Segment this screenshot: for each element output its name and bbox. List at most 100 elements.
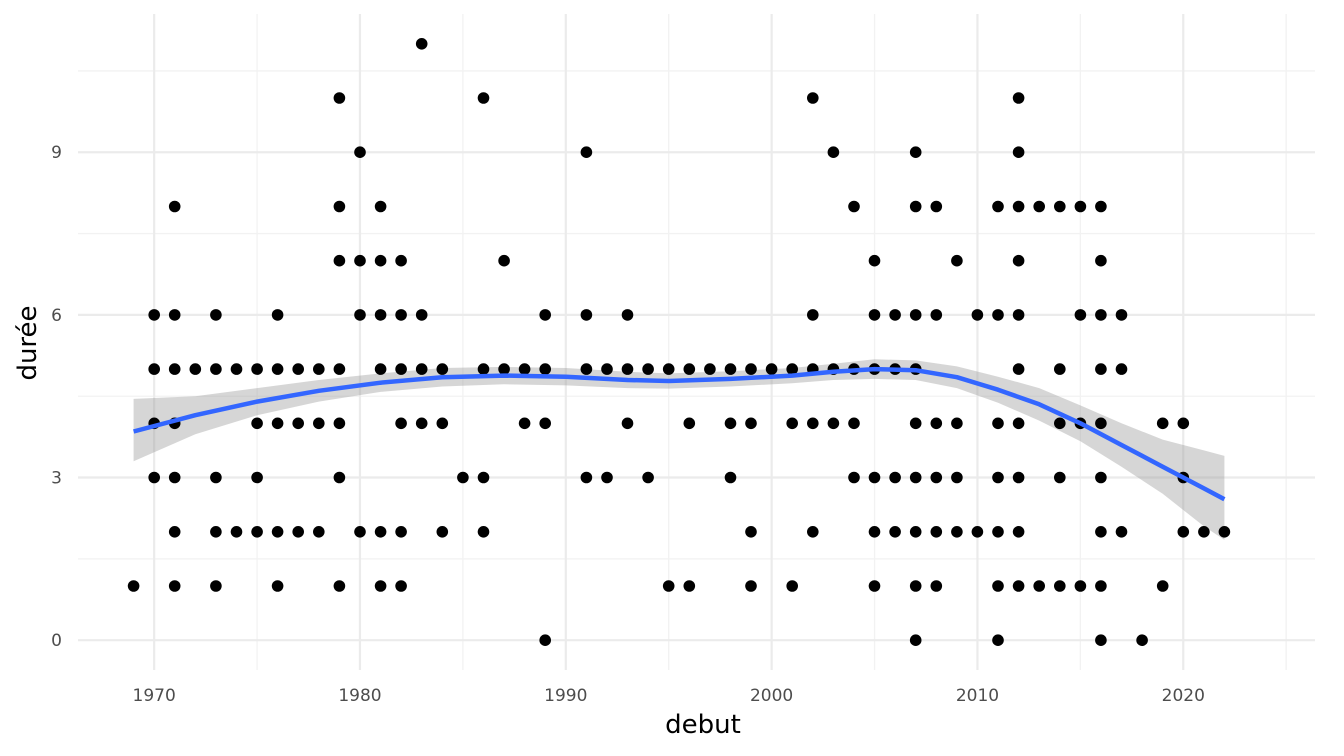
data-point: [992, 580, 1004, 592]
data-point: [168, 580, 181, 592]
data-point: [868, 580, 881, 592]
data-point: [765, 363, 778, 375]
data-point: [889, 471, 901, 484]
data-point: [1115, 309, 1128, 321]
x-axis-title: debut: [665, 710, 741, 740]
y-axis-tick-labels: 0 3 6 9: [51, 143, 62, 651]
data-point: [415, 417, 428, 430]
minor-gridlines: [78, 14, 1315, 670]
data-point: [395, 363, 407, 375]
smooth-line-layer: [133, 366, 1226, 502]
data-point: [909, 471, 922, 484]
data-point: [724, 417, 737, 430]
data-point: [251, 417, 263, 430]
data-point: [1115, 363, 1128, 375]
data-point: [992, 417, 1004, 430]
data-point: [1177, 417, 1190, 430]
confidence-ribbon: [133, 359, 1225, 540]
data-point: [374, 526, 387, 538]
data-point: [662, 363, 675, 375]
data-point: [539, 417, 551, 430]
data-point: [251, 363, 263, 375]
data-point: [909, 309, 922, 321]
data-point: [313, 526, 325, 538]
data-point: [210, 309, 222, 321]
data-point: [189, 363, 202, 375]
data-point: [786, 580, 798, 592]
data-point: [971, 526, 984, 538]
data-point: [436, 417, 449, 430]
x-tick-label: 1970: [133, 686, 176, 706]
data-point: [251, 526, 263, 538]
x-tick-label: 1980: [338, 686, 381, 706]
data-point: [601, 363, 613, 375]
data-point: [539, 363, 551, 375]
data-point: [1012, 471, 1025, 484]
data-point: [498, 254, 510, 267]
data-point: [374, 309, 387, 321]
data-point: [1074, 580, 1087, 592]
data-point: [271, 363, 284, 375]
data-point: [909, 146, 922, 158]
data-point: [436, 363, 449, 375]
data-point: [333, 92, 346, 104]
data-point: [168, 363, 181, 375]
data-point: [148, 471, 160, 484]
data-point: [1095, 526, 1107, 538]
data-point: [1054, 471, 1066, 484]
data-point: [210, 580, 222, 592]
data-point: [333, 254, 346, 267]
data-point: [683, 580, 696, 592]
data-point: [889, 309, 901, 321]
data-point: [909, 634, 922, 646]
data-point: [477, 526, 490, 538]
data-point: [539, 309, 551, 321]
data-point: [168, 471, 181, 484]
data-point: [415, 363, 428, 375]
data-point: [1218, 526, 1231, 538]
data-point: [395, 526, 407, 538]
data-point: [683, 363, 696, 375]
data-point: [148, 309, 160, 321]
data-point: [662, 580, 675, 592]
data-point: [210, 526, 222, 538]
data-point: [518, 363, 531, 375]
data-point: [354, 309, 366, 321]
data-point: [868, 254, 881, 267]
data-point: [1054, 363, 1066, 375]
data-point: [415, 309, 428, 321]
data-point: [1156, 580, 1169, 592]
data-point: [477, 92, 490, 104]
data-point: [930, 580, 943, 592]
data-point: [951, 417, 963, 430]
data-point: [1012, 200, 1025, 213]
data-point: [951, 471, 963, 484]
data-point: [909, 200, 922, 213]
data-point: [642, 471, 654, 484]
data-point: [1095, 471, 1107, 484]
y-tick-label: 3: [51, 469, 62, 489]
data-point: [827, 146, 840, 158]
data-point: [1054, 580, 1066, 592]
data-point: [1054, 417, 1066, 430]
data-point: [621, 363, 634, 375]
data-point: [745, 363, 757, 375]
data-point: [889, 526, 901, 538]
data-point: [354, 526, 366, 538]
data-point: [395, 580, 407, 592]
data-point: [930, 471, 943, 484]
data-point: [354, 254, 366, 267]
data-point: [374, 363, 387, 375]
data-point: [786, 363, 798, 375]
data-point: [271, 580, 284, 592]
data-point: [477, 363, 490, 375]
data-point: [601, 471, 613, 484]
data-point: [210, 363, 222, 375]
data-point: [807, 309, 819, 321]
data-point: [745, 580, 757, 592]
data-point: [1012, 146, 1025, 158]
data-point: [1136, 634, 1148, 646]
data-point: [724, 471, 737, 484]
data-point: [1012, 363, 1025, 375]
data-point: [168, 309, 181, 321]
